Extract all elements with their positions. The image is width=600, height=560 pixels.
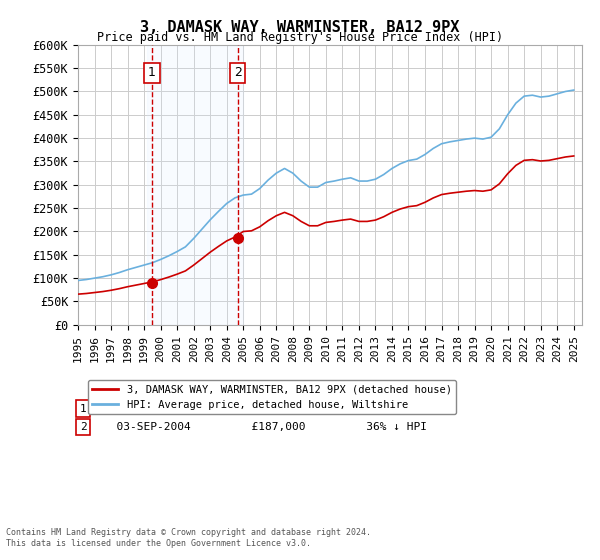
Legend: 3, DAMASK WAY, WARMINSTER, BA12 9PX (detached house), HPI: Average price, detach: 3, DAMASK WAY, WARMINSTER, BA12 9PX (det… — [88, 380, 456, 414]
Text: 3, DAMASK WAY, WARMINSTER, BA12 9PX: 3, DAMASK WAY, WARMINSTER, BA12 9PX — [140, 20, 460, 35]
Text: 2: 2 — [234, 66, 242, 80]
Text: 1: 1 — [148, 66, 156, 80]
Text: Contains HM Land Registry data © Crown copyright and database right 2024.
This d: Contains HM Land Registry data © Crown c… — [6, 528, 371, 548]
Text: Price paid vs. HM Land Registry's House Price Index (HPI): Price paid vs. HM Land Registry's House … — [97, 31, 503, 44]
Text: 2: 2 — [80, 422, 86, 432]
Text: 25-JUN-1999         £88,500         37% ↓ HPI: 25-JUN-1999 £88,500 37% ↓ HPI — [103, 404, 421, 414]
Bar — [147, 45, 243, 325]
Text: 1: 1 — [80, 404, 86, 414]
Text: 03-SEP-2004         £187,000         36% ↓ HPI: 03-SEP-2004 £187,000 36% ↓ HPI — [103, 422, 427, 432]
